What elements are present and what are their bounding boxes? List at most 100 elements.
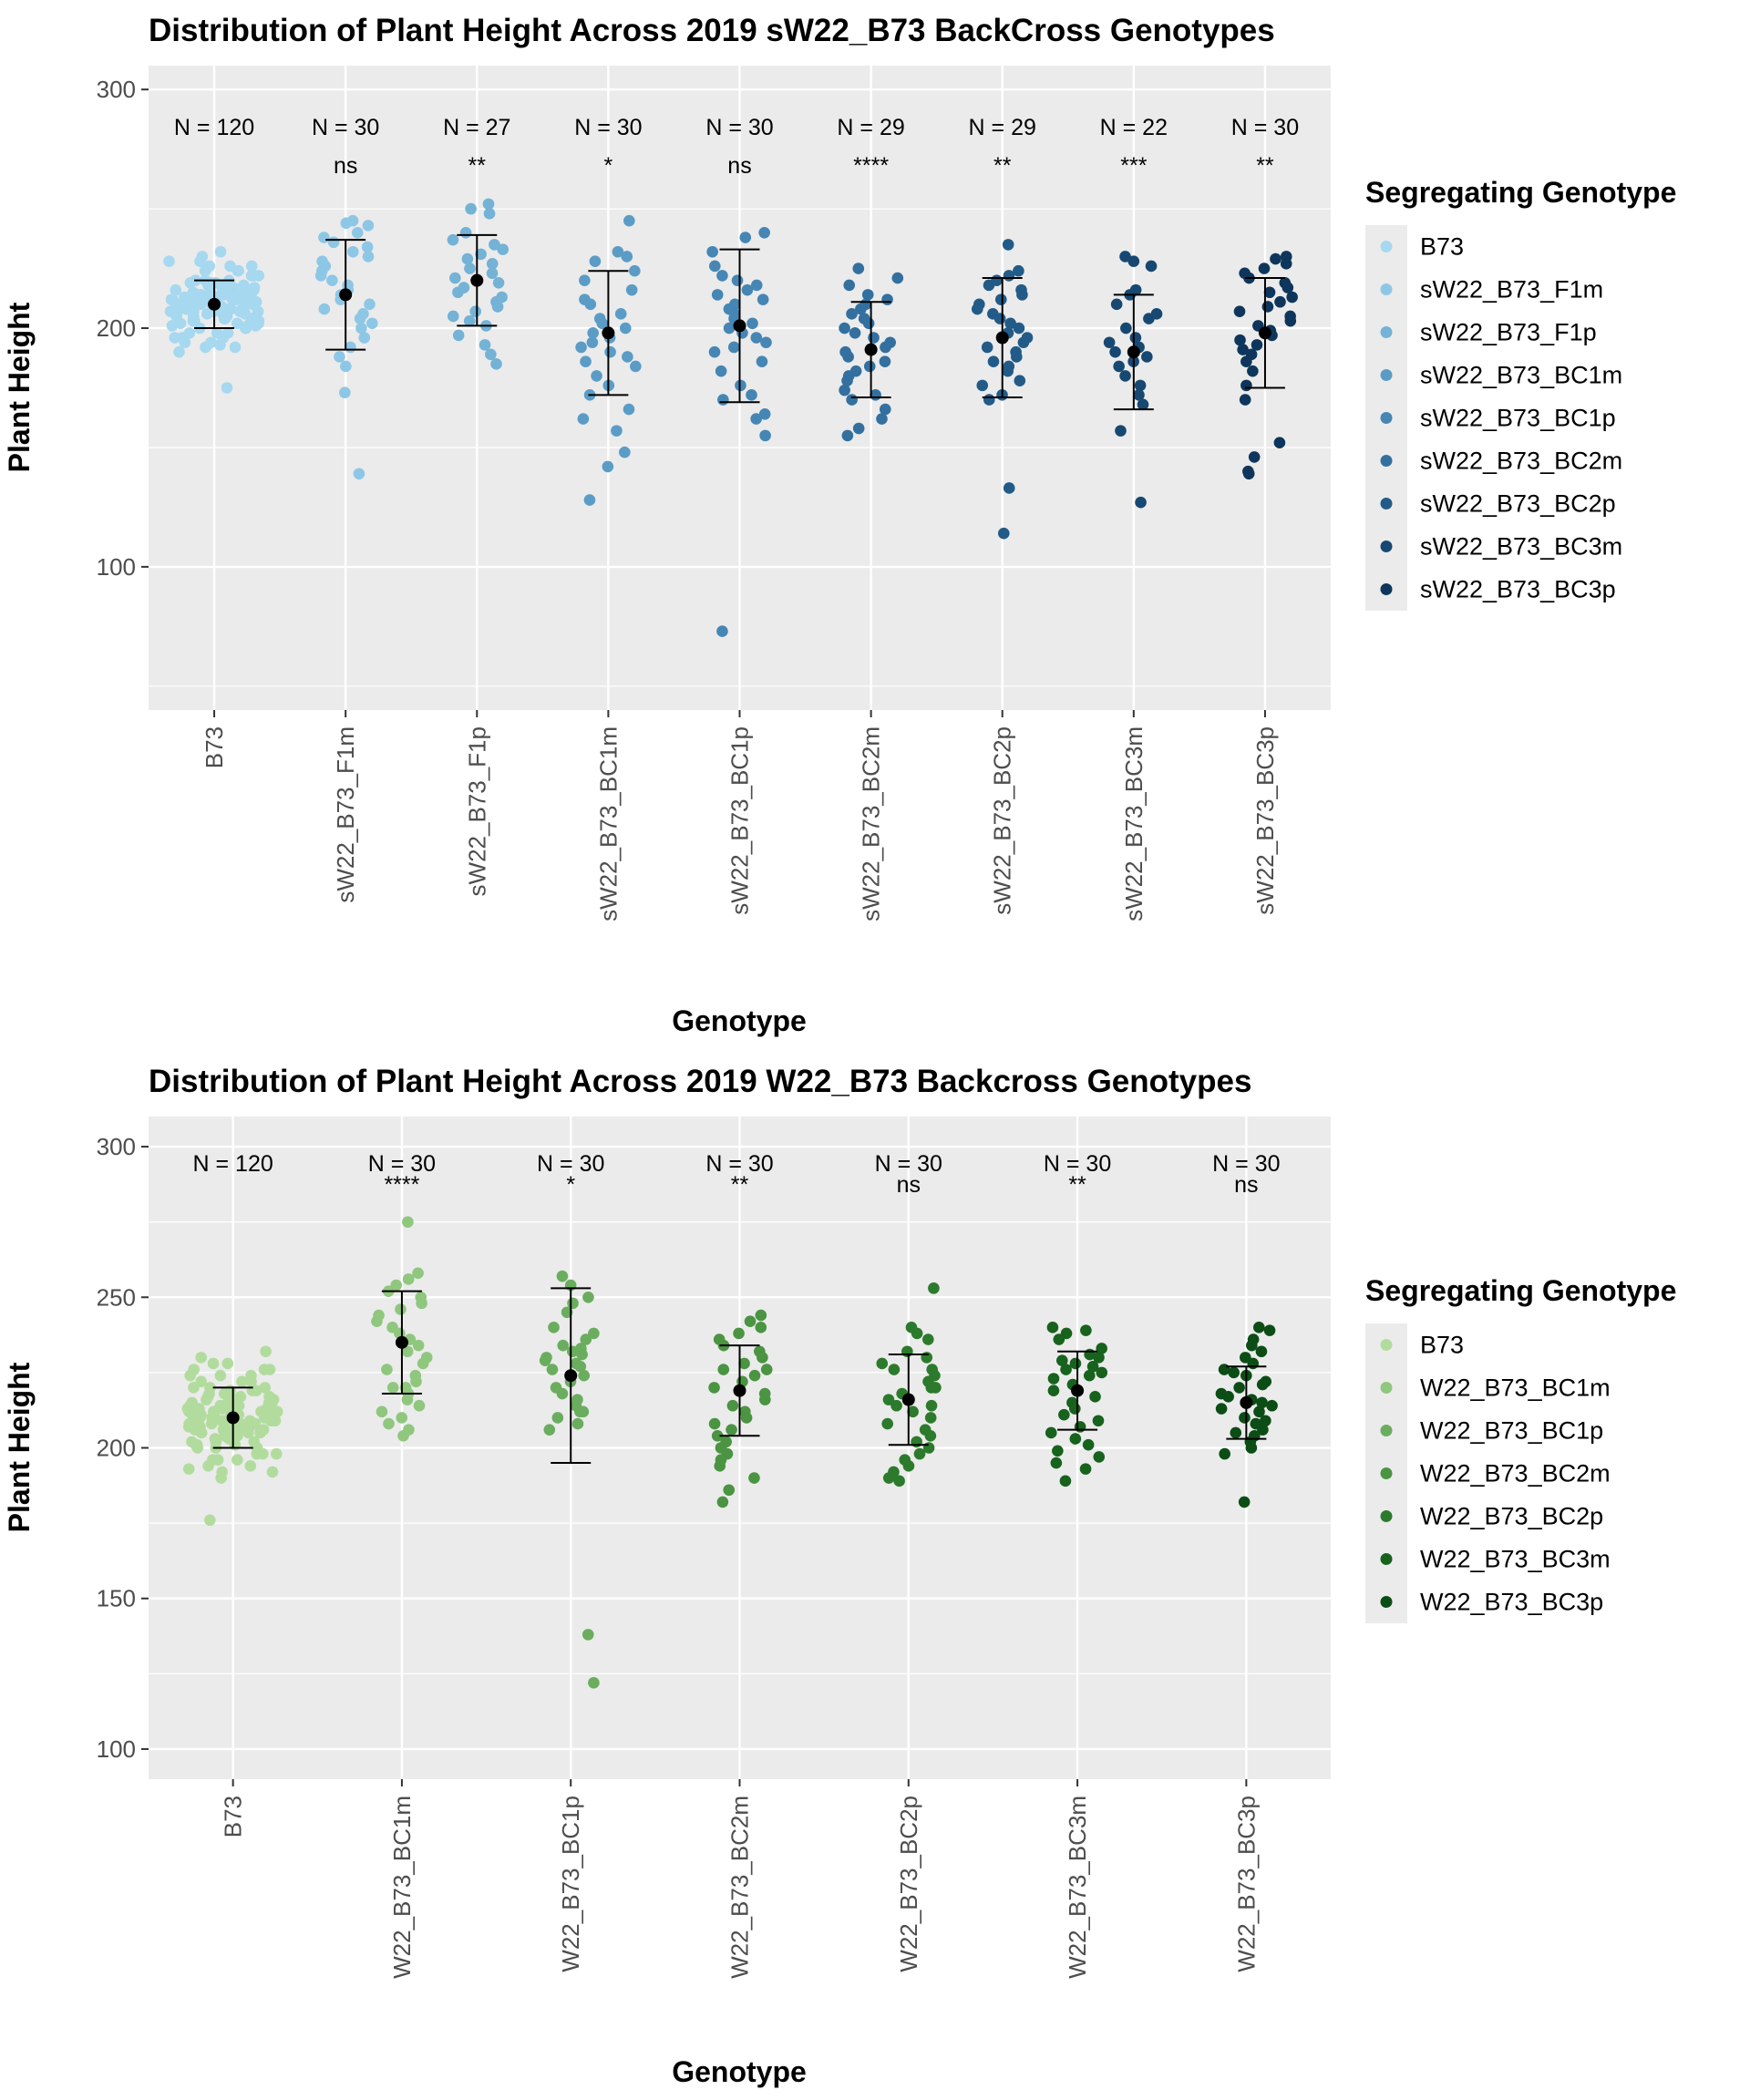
mean-point [1258,326,1271,340]
y-axis: 100 200 300 [97,76,149,581]
data-point [1004,317,1016,330]
data-point [365,317,378,330]
data-point [340,217,353,230]
data-point [402,1216,414,1228]
data-point [748,1369,761,1382]
data-point [482,198,495,211]
data-point [1280,258,1292,270]
data-point [891,272,904,284]
y-tick-label: 200 [97,314,136,342]
data-point [1074,1421,1086,1433]
data-point [1092,1415,1105,1427]
data-point [738,1357,750,1370]
mean-point [733,1384,746,1397]
data-point [863,360,876,373]
x-tick-label: sW22_B73_BC1p [726,726,754,915]
data-marks: N = 120 N = 30****N = 30*N = 30**N = 30ns… [181,1151,1281,1689]
legend-key [1380,1553,1393,1565]
data-point [1270,252,1282,265]
data-point [1256,1378,1269,1391]
data-point [1282,282,1294,293]
data-point [479,339,491,351]
data-point [250,320,262,332]
data-point [1083,1369,1096,1382]
data-point [890,1399,902,1412]
data-point [855,303,867,315]
mean-point [1071,1384,1085,1397]
data-point [497,243,510,255]
data-point [196,251,209,262]
chart-title: Distribution of Plant Height Across 2019… [149,13,1275,48]
data-point [1255,1345,1268,1358]
sample-size-label: N = 30 [574,115,642,140]
data-point [327,236,340,249]
data-point [714,1460,726,1472]
data-point [888,1364,901,1375]
data-point [1233,305,1246,318]
data-point [748,1472,760,1484]
y-tick-label: 100 [97,553,136,581]
data-point [1253,1405,1265,1418]
sample-size-label: N = 30 [1044,1151,1111,1177]
data-point [619,446,631,458]
data-point [1058,1408,1070,1421]
data-point [215,1472,227,1484]
data-point [723,1484,736,1497]
data-point [1251,339,1263,351]
x-axis: B73 sW22_B73_F1m sW22_B73_F1p sW22_B73_BC1m… [201,710,1279,921]
data-point [354,313,366,324]
data-point [260,1345,272,1358]
data-point [1050,1457,1063,1469]
x-tick-label: B73 [201,726,228,768]
legend: Segregating Genotype B73 sW22_B73_F1m sW22_… [1365,176,1676,611]
data-point [1274,295,1286,308]
data-point [1010,351,1023,363]
data-point [209,1433,221,1445]
mean-point [226,1411,240,1425]
data-point [182,1463,195,1475]
data-point [259,1382,272,1394]
x-tick-label: sW22_B73_F1m [332,726,359,903]
mean-point [995,331,1009,345]
data-point [245,1375,257,1388]
data-point [173,345,185,358]
data-point [1134,379,1147,392]
data-point [401,1345,414,1358]
data-point [1133,389,1145,401]
data-point [708,1382,720,1394]
data-point [612,245,624,258]
data-point [187,314,200,327]
data-point [221,326,234,339]
data-point [625,283,638,296]
x-tick-label: sW22_B73_BC2m [858,726,885,921]
data-point [221,382,233,394]
data-point [746,317,758,330]
y-axis-title: Plant Height [3,1362,36,1532]
data-point [1046,1322,1059,1333]
data-point [921,1352,933,1364]
data-point [463,314,476,327]
data-point [250,310,262,323]
data-point [214,1369,227,1382]
data-point [546,1364,559,1375]
data-point [723,322,736,335]
data-point [1013,264,1024,277]
data-point [1069,1357,1082,1370]
data-point [1228,1366,1240,1379]
sample-size-label: N = 30 [1212,1151,1280,1177]
sample-size-label: N = 29 [969,115,1036,140]
x-tick-label: sW22_B73_BC3p [1251,726,1279,915]
data-point [1248,451,1261,463]
error-bar [1244,277,1285,389]
data-point [225,1399,238,1412]
sample-size-label: N = 30 [705,1151,773,1177]
data-point [179,291,190,304]
data-point [246,298,258,311]
data-point [461,252,474,265]
x-axis-title: Genotype [672,1004,807,1037]
data-point [901,1345,913,1358]
data-point [469,305,481,318]
data-point [334,351,345,363]
data-point [716,625,728,637]
data-point [1045,1426,1057,1439]
